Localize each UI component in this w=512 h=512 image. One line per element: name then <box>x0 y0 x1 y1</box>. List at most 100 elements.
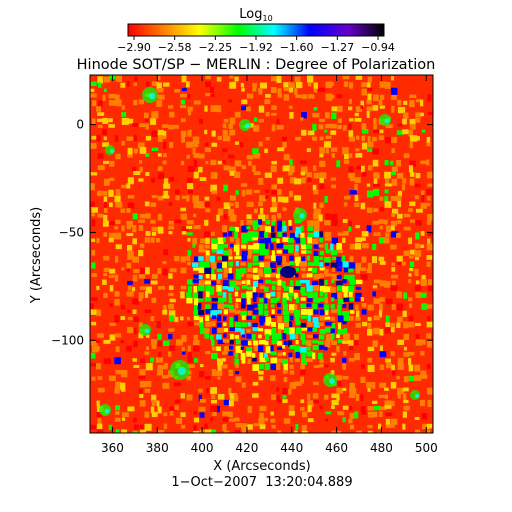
map-pixel <box>409 142 414 149</box>
map-pixel <box>294 309 301 317</box>
map-pixel <box>367 387 371 392</box>
map-pixel <box>307 327 315 332</box>
map-pixel <box>366 183 371 187</box>
map-pixel <box>337 298 344 305</box>
map-pixel <box>295 226 302 234</box>
map-pixel <box>265 346 272 354</box>
map-pixel <box>348 357 355 362</box>
map-pixel <box>187 364 195 368</box>
map-pixel <box>217 310 222 314</box>
map-pixel <box>168 202 173 206</box>
map-pixel <box>342 375 349 380</box>
map-pixel <box>204 219 209 226</box>
map-pixel <box>409 255 414 259</box>
map-pixel <box>390 196 398 202</box>
map-pixel <box>192 279 200 284</box>
map-pixel <box>301 292 308 296</box>
map-pixel <box>318 214 323 222</box>
map-pixel <box>282 232 287 237</box>
map-pixel <box>180 285 187 290</box>
map-pixel <box>229 226 237 231</box>
map-pixel <box>408 129 414 137</box>
map-pixel <box>192 195 199 203</box>
map-pixel <box>384 189 389 194</box>
map-pixel <box>114 417 121 422</box>
map-pixel <box>253 117 258 122</box>
map-pixel <box>355 279 363 285</box>
map-pixel <box>241 304 246 309</box>
map-pixel <box>145 363 153 371</box>
map-patch <box>178 367 186 375</box>
map-pixel <box>204 147 211 153</box>
map-pixel <box>121 105 125 110</box>
map-pixel <box>396 316 403 323</box>
map-pixel <box>97 387 105 393</box>
map-pixel <box>222 225 228 232</box>
map-pixel <box>271 184 278 190</box>
map-pixel <box>270 345 274 353</box>
map-pixel <box>355 225 360 229</box>
map-pixel <box>415 117 421 123</box>
map-pixel <box>210 87 215 94</box>
map-pixel <box>312 345 320 351</box>
map-pixel <box>276 273 280 279</box>
map-pixel <box>283 327 291 335</box>
map-patch <box>144 328 150 334</box>
map-pixel <box>259 316 266 323</box>
map-pixel <box>325 310 329 316</box>
map-pixel <box>127 195 135 199</box>
map-pixel <box>337 118 342 124</box>
map-pixel <box>222 261 227 268</box>
map-pixel <box>246 328 251 333</box>
map-pixel <box>336 393 340 401</box>
map-pixel <box>115 75 122 82</box>
map-pixel <box>246 333 252 339</box>
map-pixel <box>253 340 259 346</box>
map-pixel <box>396 322 401 328</box>
map-pixel <box>246 106 251 112</box>
map-pixel <box>192 136 200 144</box>
map-pixel <box>186 220 194 225</box>
map-pixel <box>372 285 378 289</box>
map-pixel <box>151 195 158 199</box>
map-pixel <box>391 304 396 310</box>
map-pixel <box>217 364 222 371</box>
map-pixel <box>96 135 101 142</box>
map-pixel <box>180 118 186 123</box>
map-pixel <box>252 249 260 254</box>
map-pixel <box>187 345 191 353</box>
map-pixel <box>301 424 307 432</box>
map-pixel <box>127 327 134 334</box>
map-pixel <box>139 267 147 275</box>
map-pixel <box>109 220 115 226</box>
map-pixel <box>277 226 282 233</box>
map-pixel <box>247 237 255 242</box>
map-pixel <box>216 76 222 82</box>
map-pixel <box>259 424 266 430</box>
map-pixel <box>277 213 282 219</box>
map-pixel <box>421 303 428 310</box>
map-pixel <box>103 232 108 237</box>
map-pixel <box>187 106 193 112</box>
map-pixel <box>186 225 193 229</box>
map-pixel <box>133 316 139 322</box>
map-pixel <box>252 82 258 88</box>
map-pixel <box>360 267 367 271</box>
map-pixel <box>108 177 115 182</box>
map-pixel <box>210 93 215 97</box>
map-pixel <box>324 220 331 226</box>
map-pixel <box>367 406 374 411</box>
map-pixel <box>283 376 288 383</box>
map-pixel <box>354 202 360 207</box>
map-pixel <box>198 280 205 288</box>
map-pixel <box>282 292 289 300</box>
map-pixel <box>217 303 225 310</box>
map-pixel <box>282 399 288 403</box>
map-pixel <box>222 160 226 165</box>
map-pixel <box>343 351 347 356</box>
map-pixel <box>91 376 96 381</box>
map-pixel <box>222 292 227 299</box>
map-pixel <box>193 321 200 326</box>
map-pixel <box>115 244 122 250</box>
map-pixel <box>241 88 245 92</box>
